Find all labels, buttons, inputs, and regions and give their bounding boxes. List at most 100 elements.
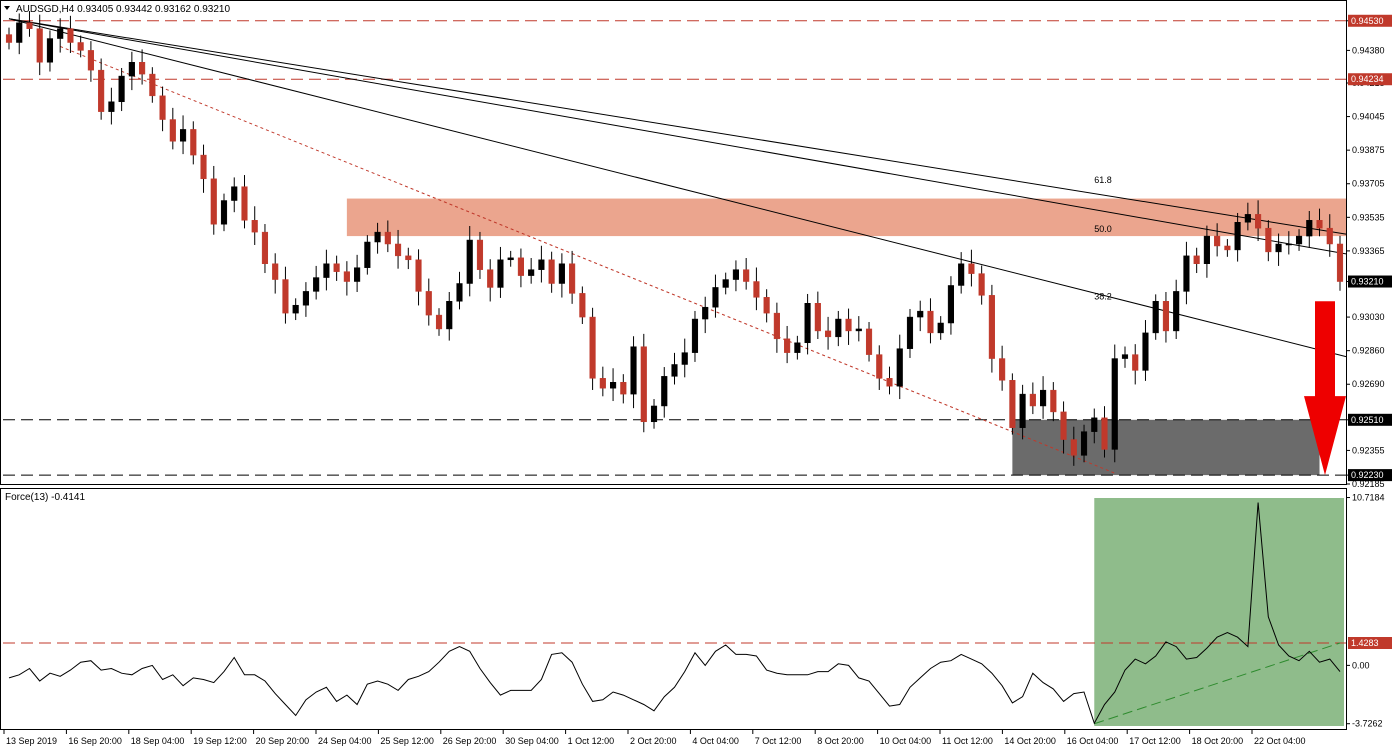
- candle-body: [743, 269, 750, 282]
- price-level-tag: [1348, 413, 1392, 426]
- time-tick-label: 16 Sep 20:00: [68, 736, 122, 746]
- candle-body: [313, 277, 320, 292]
- candle-body: [599, 378, 606, 389]
- collapse-triangle-icon[interactable]: [4, 6, 10, 10]
- time-tick-label: 11 Oct 12:00: [942, 736, 993, 746]
- force-series: [8, 502, 1341, 725]
- candle-body: [1183, 255, 1190, 292]
- last-price-tag-text: 0.93210: [1351, 277, 1384, 287]
- candle-body: [220, 200, 228, 225]
- candle-body: [1234, 222, 1241, 251]
- candle-body: [374, 231, 381, 243]
- price-panel: 61.8 50.0 38.2 AUDSGD,H4 0.93405 0.93442 0…: [0, 0, 1347, 485]
- candle-body: [149, 73, 156, 97]
- fib-fan-label: 50.0: [1094, 224, 1112, 234]
- price-tick-label: 0.92860: [1352, 346, 1385, 356]
- price-tick-label: 0.92690: [1352, 379, 1385, 389]
- candle-body: [794, 342, 801, 353]
- price-level-tag-text: 0.92510: [1351, 415, 1384, 425]
- candle-body: [804, 303, 811, 344]
- candle-body: [712, 287, 719, 308]
- candle-body: [886, 378, 893, 387]
- candle-body: [589, 316, 596, 379]
- candle-body: [671, 364, 678, 377]
- candle-body: [1275, 243, 1282, 253]
- candle-body: [988, 295, 995, 359]
- fib-fan-line: [8, 18, 1347, 255]
- candle-body: [958, 263, 965, 286]
- price-candles: [5, 11, 1344, 466]
- candle-body: [999, 358, 1006, 381]
- candle-body: [302, 291, 309, 306]
- candle-body: [650, 405, 658, 423]
- candle-body: [865, 328, 873, 355]
- candle-body: [1111, 358, 1118, 450]
- candle-body: [763, 297, 770, 314]
- price-level-tag-text: 0.92230: [1351, 470, 1384, 480]
- candle-body: [978, 273, 985, 296]
- candle-body: [36, 28, 43, 63]
- candle-body: [1101, 417, 1108, 450]
- candle-body: [1224, 245, 1231, 251]
- candle-body: [855, 328, 862, 332]
- candle-body: [354, 267, 361, 282]
- fib-fan-label: 38.2: [1094, 291, 1112, 301]
- price-level-tag: [1348, 14, 1392, 27]
- candle-body: [343, 271, 350, 282]
- candle-body: [179, 129, 187, 142]
- candle-body: [1142, 332, 1149, 371]
- candle-body: [282, 279, 289, 314]
- price-tick-label: 0.94380: [1352, 45, 1385, 55]
- candle-body: [139, 62, 146, 75]
- price-tick-label: 0.93875: [1352, 145, 1385, 155]
- force-panel: Force(13) -0.4141: [0, 488, 1347, 730]
- time-tick-label: 19 Sep 12:00: [193, 736, 247, 746]
- price-tick-label: 0.92185: [1352, 479, 1385, 489]
- candle-body: [190, 129, 197, 156]
- time-axis: 13 Sep 2019 16 Sep 20:00 18 Sep 04:00 19 Se…: [3, 730, 1306, 746]
- candle-body: [487, 269, 494, 288]
- candle-body: [640, 346, 647, 423]
- time-tick-label: 13 Sep 2019: [6, 736, 57, 746]
- candle-body: [1009, 380, 1016, 428]
- candle-body: [1050, 389, 1057, 413]
- time-tick-label: 18 Sep 04:00: [131, 736, 185, 746]
- candle-body: [1162, 301, 1170, 332]
- last-price-tag: [1348, 275, 1392, 288]
- time-tick-label: 8 Oct 20:00: [817, 736, 864, 746]
- force-tick-label: 10.7184: [1352, 493, 1385, 503]
- candle-body: [1193, 255, 1200, 264]
- time-tick-label: 1 Oct 12:00: [568, 736, 615, 746]
- price-tick-label: 0.93365: [1352, 246, 1385, 256]
- time-tick-label: 14 Oct 20:00: [1004, 736, 1056, 746]
- fan-lines: 61.8 50.0 38.2: [8, 18, 1347, 474]
- candle-body: [241, 186, 248, 221]
- candle-body: [917, 310, 924, 318]
- candle-body: [691, 318, 699, 353]
- candle-body: [1295, 235, 1303, 245]
- candle-body: [569, 263, 576, 294]
- force-levels: [3, 642, 1346, 725]
- candle-body: [732, 269, 739, 280]
- force-highlight-zone: [1094, 498, 1344, 726]
- price-level-tag-text: 0.94530: [1351, 16, 1384, 26]
- candle-body: [620, 382, 627, 395]
- force-axis: 10.7184 0.00 -3.7262 1.4283: [1346, 493, 1392, 729]
- candle-body: [169, 119, 176, 142]
- candle-body: [57, 28, 64, 39]
- candle-body: [497, 259, 504, 288]
- candle-body: [292, 304, 299, 314]
- candle-body: [1326, 227, 1333, 245]
- candle-body: [947, 285, 955, 324]
- candle-body: [814, 303, 821, 332]
- candle-body: [128, 62, 135, 77]
- force-tick-label: 0.00: [1352, 660, 1370, 670]
- candle-body: [159, 95, 166, 120]
- candle-body: [1336, 243, 1344, 282]
- candle-body: [1132, 354, 1139, 371]
- candle-body: [1203, 235, 1210, 264]
- candle-body: [610, 382, 617, 389]
- candle-body: [681, 352, 688, 365]
- candle-body: [825, 330, 832, 338]
